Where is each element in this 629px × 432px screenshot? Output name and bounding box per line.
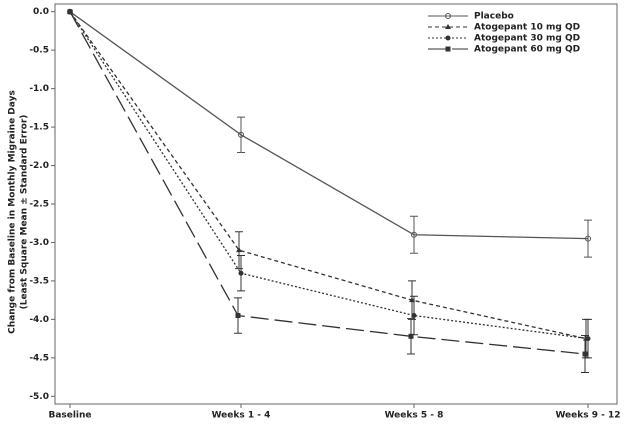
error-bar <box>410 215 418 254</box>
marker <box>445 13 451 19</box>
marker <box>585 235 591 242</box>
y-axis-label: (Least Square Mean ± Standard Error) <box>20 115 30 310</box>
marker <box>582 351 588 357</box>
marker <box>445 24 451 29</box>
x-tick-label: Weeks 1 - 4 <box>212 411 271 421</box>
legend-label: Atogepant 10 mg QD <box>474 23 580 33</box>
marker <box>408 333 414 339</box>
legend-label: Placebo <box>474 12 514 22</box>
y-tick-label: -3.0 <box>29 238 49 248</box>
marker <box>585 336 591 342</box>
y-tick-label: -1.5 <box>29 123 49 133</box>
marker <box>67 9 73 15</box>
x-tick-label: Baseline <box>48 411 91 421</box>
series-line <box>69 11 586 355</box>
legend-label: Atogepant 60 mg QD <box>474 45 580 55</box>
series-line <box>69 11 589 240</box>
plot-frame <box>54 3 618 405</box>
error-bar <box>584 219 592 258</box>
y-tick-label: 0.0 <box>33 7 49 17</box>
y-tick-label: -4.0 <box>29 315 49 325</box>
series-line <box>69 11 589 340</box>
y-tick-label: -1.0 <box>29 84 49 94</box>
y-tick-label: -4.5 <box>29 353 49 363</box>
y-tick-label: -5.0 <box>29 392 49 402</box>
marker <box>236 247 242 253</box>
marker <box>238 270 244 276</box>
x-tick-label: Weeks 9 - 12 <box>555 411 620 421</box>
y-tick-label: -2.0 <box>29 161 49 171</box>
marker <box>445 35 451 41</box>
x-tick-label: Weeks 5 - 8 <box>385 411 444 421</box>
y-tick-label: -3.5 <box>29 276 49 286</box>
marker <box>445 46 451 52</box>
y-tick-label: -0.5 <box>29 46 49 56</box>
marker <box>411 313 417 319</box>
series-line <box>69 11 587 340</box>
error-bar <box>237 116 245 153</box>
y-tick-label: -2.5 <box>29 200 49 210</box>
legend-label: Atogepant 30 mg QD <box>474 34 580 44</box>
marker <box>235 313 241 319</box>
y-axis-label: Change from Baseline in Monthly Migraine… <box>8 90 18 334</box>
marker <box>411 231 417 238</box>
marker <box>238 131 244 138</box>
